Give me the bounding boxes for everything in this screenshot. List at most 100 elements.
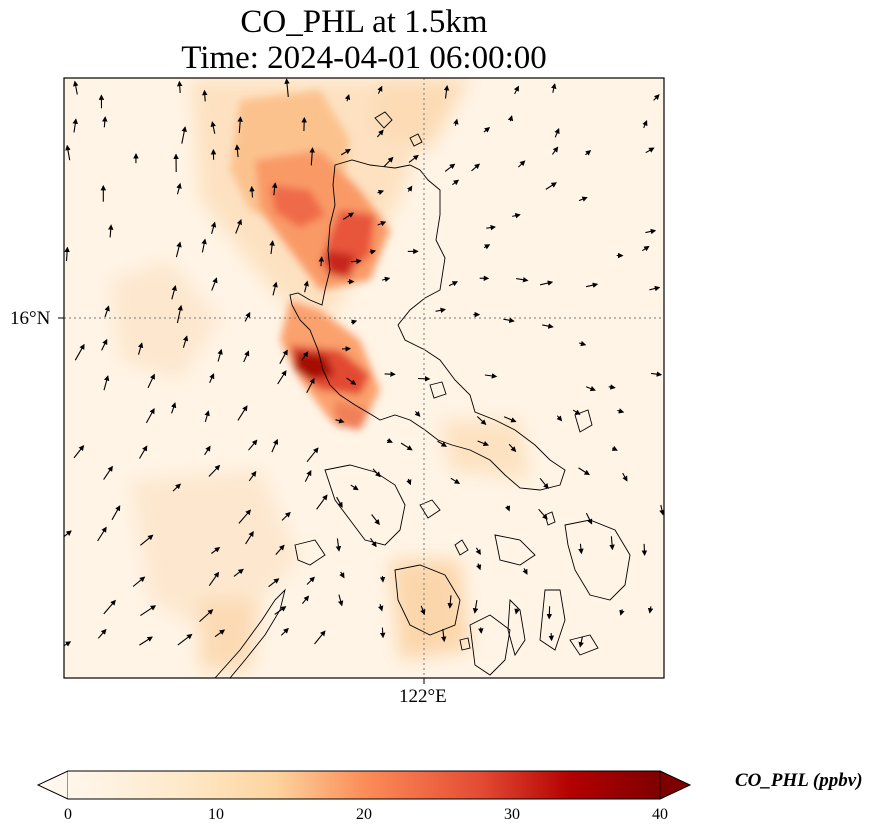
wind-arrow — [653, 94, 660, 101]
wind-arrow — [376, 129, 384, 138]
wind-arrow — [548, 633, 555, 642]
wind-arrow — [101, 338, 108, 351]
wind-arrow — [578, 543, 584, 555]
mindoro-coastline — [324, 464, 406, 546]
ticao-coastline — [544, 511, 556, 526]
wind-arrow — [303, 280, 309, 293]
wind-arrow — [64, 246, 70, 262]
wind-arrow — [379, 627, 386, 639]
wind-arrow — [248, 439, 258, 451]
wind-arrow — [176, 304, 183, 324]
wind-arrow — [538, 508, 548, 520]
colorbar-tick-20: 20 — [356, 806, 372, 823]
wind-arrow — [400, 442, 413, 451]
wind-arrow — [281, 511, 291, 521]
babuyan-coastline — [374, 111, 393, 129]
wind-arrow — [641, 245, 650, 252]
wind-arrow — [344, 94, 351, 102]
wind-arrow — [234, 144, 241, 158]
wind-arrow — [556, 415, 563, 422]
wind-arrow — [139, 445, 148, 459]
colorbar-tick-30: 30 — [504, 806, 520, 823]
wind-arrow — [418, 376, 431, 382]
wind-arrow — [145, 408, 155, 424]
wind-arrow — [369, 249, 377, 255]
wind-arrow — [335, 418, 345, 424]
map-title-line-1: CO_PHL at 1.5km — [240, 4, 488, 40]
wind-arrow — [370, 537, 377, 548]
wind-arrow — [277, 370, 287, 385]
wind-arrow — [453, 118, 459, 126]
wind-arrow — [237, 405, 248, 421]
wind-arrow — [617, 408, 625, 414]
wind-arrow — [486, 224, 496, 231]
wind-arrow — [372, 468, 381, 478]
wind-arrow — [211, 277, 218, 291]
wind-arrow — [484, 373, 498, 379]
wind-arrow — [176, 182, 182, 195]
wind-arrow — [408, 154, 419, 163]
wind-arrow — [243, 350, 250, 363]
wind-arrow — [210, 121, 216, 134]
calamian-coastline — [294, 539, 326, 566]
wind-arrow — [271, 182, 278, 196]
map-title-line-2: Time: 2024-04-01 06:00:00 — [181, 40, 547, 76]
wind-arrow — [383, 156, 394, 168]
wind-arrow — [204, 410, 210, 423]
wind-arrow — [371, 514, 380, 526]
wind-arrow — [147, 373, 155, 389]
wind-arrow — [377, 189, 385, 196]
wind-arrow — [450, 477, 461, 484]
wind-arrow — [238, 509, 252, 524]
wind-arrow — [647, 606, 654, 614]
wind-arrow — [65, 144, 71, 161]
wind-arrow — [97, 526, 107, 542]
colorbar-label: CO_PHL (ppbv) — [735, 770, 863, 791]
wind-arrow — [280, 627, 289, 636]
wind-arrow — [472, 600, 479, 614]
negros-coastline — [469, 614, 511, 676]
wind-arrow — [350, 484, 359, 491]
wind-arrow — [437, 440, 447, 447]
wind-arrow — [104, 305, 110, 318]
bohol-coastline — [569, 634, 599, 656]
wind-arrow — [381, 276, 391, 283]
luzon-coastline — [289, 159, 566, 491]
wind-arrow — [377, 85, 383, 94]
colorbar-extend-max — [659, 770, 691, 800]
wind-arrow — [103, 599, 116, 615]
wind-arrow — [72, 118, 78, 133]
wind-arrow — [522, 568, 528, 575]
wind-arrow — [235, 218, 242, 234]
wind-arrow — [269, 240, 275, 255]
wind-arrow — [306, 377, 315, 394]
wind-arrow — [306, 447, 319, 463]
wind-arrow — [274, 606, 287, 615]
wind-vectors — [64, 78, 664, 648]
wind-arrow — [507, 115, 514, 122]
map-frame — [63, 77, 665, 679]
wind-arrow — [483, 126, 491, 133]
wind-arrow — [659, 504, 664, 516]
wind-arrow — [545, 182, 557, 190]
colorbar — [36, 770, 692, 800]
wind-arrow — [645, 228, 657, 235]
wind-arrow — [448, 281, 458, 287]
wind-arrow — [483, 244, 491, 250]
wind-arrow — [513, 85, 519, 95]
latitude-label: 16°N — [10, 308, 51, 329]
wind-arrow — [74, 343, 85, 361]
wind-arrow — [301, 595, 310, 604]
wind-arrow — [336, 496, 343, 508]
wind-arrow — [406, 185, 413, 192]
wind-arrow — [208, 464, 221, 477]
wind-arrow — [210, 221, 217, 234]
wind-arrow — [170, 402, 177, 414]
wind-arrow — [406, 478, 412, 486]
palawan-coastline — [214, 588, 286, 678]
wind-arrow — [551, 83, 557, 93]
batan-coastline — [409, 133, 423, 147]
wind-arrow — [249, 185, 255, 198]
wind-arrow — [233, 568, 244, 577]
wind-arrow — [477, 440, 490, 447]
